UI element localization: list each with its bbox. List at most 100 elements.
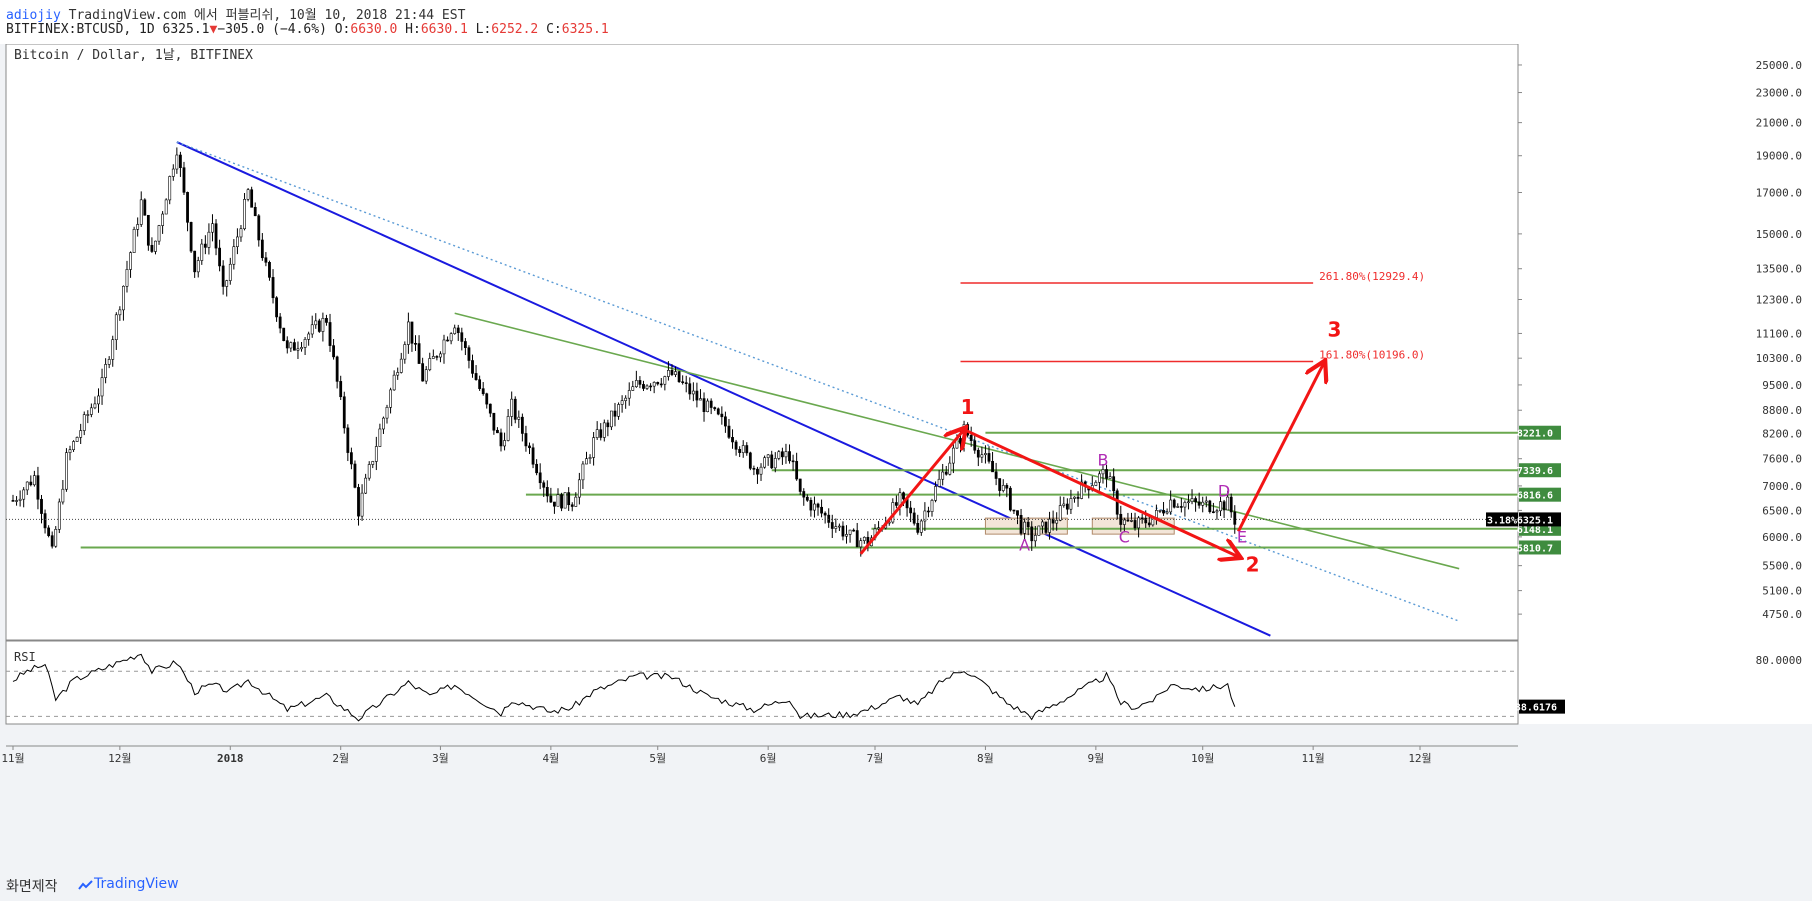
candle-down: [1012, 509, 1016, 512]
footer-brand[interactable]: TradingView: [94, 876, 179, 892]
high-label: H:: [397, 22, 421, 37]
candle-up: [813, 503, 816, 511]
candle-down: [179, 154, 182, 168]
change-text: −305.0 (−4.6%): [217, 22, 327, 37]
candle-down: [1105, 469, 1108, 479]
candle-up: [300, 347, 303, 350]
candle-down: [414, 343, 417, 345]
candle-up: [948, 462, 952, 475]
close-label: C:: [538, 22, 562, 37]
candle-up: [139, 199, 143, 225]
candle-up: [431, 356, 435, 359]
chart-canvas[interactable]: Bitcoin / Dollar, 1날, BITFINEX RSI 25000.0…: [0, 44, 1812, 870]
candle-down: [499, 432, 503, 447]
candle-down: [221, 265, 225, 287]
candle-down: [1172, 499, 1176, 508]
candle-up: [1215, 510, 1219, 513]
candle-down: [513, 398, 517, 420]
candle-down: [488, 403, 492, 414]
price-tick-label: 23000.0: [1756, 87, 1802, 100]
candle-up: [136, 224, 140, 230]
candle-down: [1019, 514, 1023, 534]
candle-down: [805, 496, 809, 501]
price-axis-bg: [1518, 44, 1812, 724]
annotation-label: 1: [961, 395, 975, 419]
candle-up: [367, 464, 371, 479]
candle-down: [770, 454, 774, 469]
annotation-label: C: [1119, 527, 1130, 546]
candle-down: [36, 475, 40, 500]
candle-up: [595, 429, 599, 438]
candle-up: [510, 398, 514, 417]
candle-down: [720, 413, 724, 418]
candle-down: [146, 214, 150, 246]
level-label-bg: [1519, 487, 1561, 502]
candle-down: [275, 297, 278, 318]
level-label-bg: [1519, 463, 1561, 478]
time-tick-label: 4월: [542, 752, 559, 765]
candle-down: [285, 340, 289, 349]
candle-up: [634, 380, 638, 388]
fib-label: 161.80%(10196.0): [1319, 349, 1425, 362]
candle-down: [599, 429, 603, 438]
candle-up: [859, 540, 863, 548]
candle-up: [934, 486, 937, 501]
candle-down: [1140, 517, 1144, 520]
candle-up: [442, 339, 446, 355]
candle-down: [410, 321, 414, 344]
candle-up: [1176, 506, 1180, 508]
candle-down: [143, 199, 147, 216]
candle-down: [656, 382, 660, 385]
candle-up: [303, 339, 307, 348]
candle-up: [207, 231, 211, 248]
candle-down: [50, 535, 54, 547]
candle-up: [1048, 518, 1051, 533]
candle-down: [43, 513, 47, 529]
candle-down: [325, 318, 328, 323]
candle-down: [713, 407, 717, 410]
candle-up: [1190, 498, 1194, 503]
candle-up: [196, 260, 200, 273]
footer: 화면제작 TradingView: [0, 870, 1812, 901]
candle-down: [435, 356, 439, 358]
candle-down: [681, 381, 685, 384]
candle-up: [1055, 519, 1059, 524]
candle-up: [449, 333, 453, 342]
rsi-last-label: 38.6176: [1515, 703, 1557, 714]
candle-down: [1197, 501, 1201, 506]
candle-up: [674, 371, 677, 375]
candle-up: [631, 386, 635, 391]
candle-up: [862, 536, 866, 541]
candle-down: [471, 360, 474, 374]
candle-down: [959, 438, 962, 444]
candle-up: [72, 441, 75, 450]
candle-up: [129, 252, 132, 270]
author-link[interactable]: adiojiy: [6, 8, 61, 23]
candle-up: [1094, 481, 1098, 486]
price-tick-label: 15000.0: [1756, 228, 1802, 241]
candle-up: [89, 407, 93, 415]
candle-up: [75, 437, 79, 442]
candle-up: [1187, 501, 1190, 504]
candle-down: [292, 342, 296, 351]
candle-up: [1169, 499, 1173, 513]
candle-up: [1062, 503, 1066, 506]
level-label: 7339.6: [1517, 466, 1553, 477]
rsi-last-bg: [1519, 699, 1565, 714]
candle-down: [342, 396, 346, 429]
candle-down: [998, 478, 1002, 491]
candle-up: [574, 496, 578, 507]
candle-up: [132, 229, 136, 253]
candle-down: [535, 463, 539, 474]
price-tick-label: 21000.0: [1756, 117, 1802, 130]
annotation-label: B: [1097, 450, 1108, 469]
candle-down: [902, 492, 905, 500]
candle-down: [349, 452, 353, 465]
candle-down: [756, 468, 759, 475]
annotation-label: A: [1019, 535, 1030, 554]
candle-down: [823, 512, 827, 516]
ohlc-info: BITFINEX:BTCUSD, 1D 6325.1▼−305.0 (−4.6%…: [6, 22, 609, 37]
candle-down: [613, 410, 617, 417]
candle-down: [553, 501, 556, 507]
candle-down: [260, 239, 264, 259]
